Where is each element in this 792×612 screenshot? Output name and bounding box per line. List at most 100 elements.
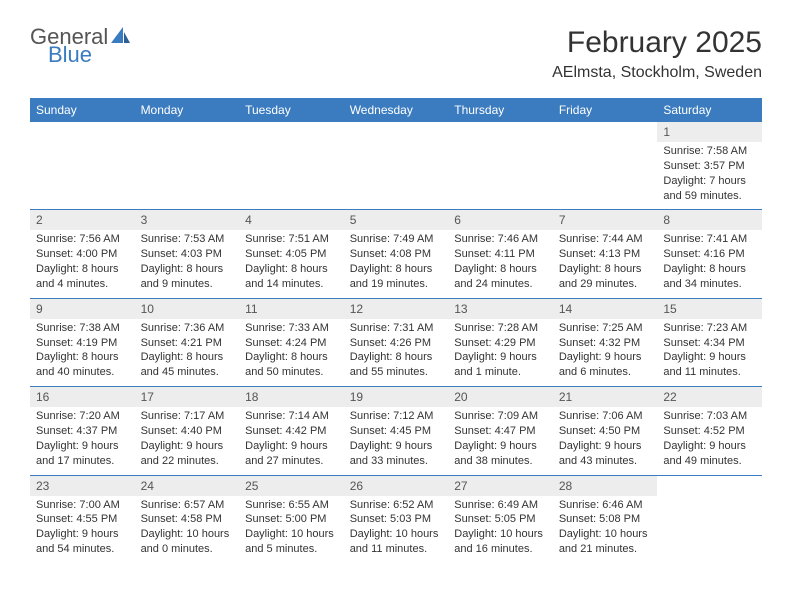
weekday-monday: Monday bbox=[135, 98, 240, 122]
sunset-text: Sunset: 5:00 PM bbox=[245, 512, 338, 527]
sunset-text: Sunset: 4:32 PM bbox=[559, 336, 652, 351]
sunset-text: Sunset: 4:47 PM bbox=[454, 424, 547, 439]
calendar-cell: 10Sunrise: 7:36 AMSunset: 4:21 PMDayligh… bbox=[135, 298, 240, 386]
daylight-line2: and 38 minutes. bbox=[454, 454, 547, 469]
sunset-text: Sunset: 4:16 PM bbox=[663, 247, 756, 262]
sunrise-text: Sunrise: 7:03 AM bbox=[663, 409, 756, 424]
daylight-line1: Daylight: 9 hours bbox=[245, 439, 338, 454]
sunrise-text: Sunrise: 6:46 AM bbox=[559, 498, 652, 513]
calendar-table: Sunday Monday Tuesday Wednesday Thursday… bbox=[30, 98, 762, 563]
day-details: Sunrise: 7:00 AMSunset: 4:55 PMDaylight:… bbox=[30, 496, 135, 557]
day-details: Sunrise: 7:33 AMSunset: 4:24 PMDaylight:… bbox=[239, 319, 344, 380]
sunrise-text: Sunrise: 7:56 AM bbox=[36, 232, 129, 247]
daylight-line1: Daylight: 9 hours bbox=[559, 439, 652, 454]
sunset-text: Sunset: 5:08 PM bbox=[559, 512, 652, 527]
daylight-line1: Daylight: 8 hours bbox=[559, 262, 652, 277]
daylight-line1: Daylight: 10 hours bbox=[454, 527, 547, 542]
sunset-text: Sunset: 4:08 PM bbox=[350, 247, 443, 262]
calendar-cell: 19Sunrise: 7:12 AMSunset: 4:45 PMDayligh… bbox=[344, 387, 449, 475]
day-number: 17 bbox=[135, 387, 240, 407]
daylight-line1: Daylight: 7 hours bbox=[663, 174, 756, 189]
day-details: Sunrise: 7:14 AMSunset: 4:42 PMDaylight:… bbox=[239, 407, 344, 468]
daylight-line2: and 9 minutes. bbox=[141, 277, 234, 292]
sunrise-text: Sunrise: 7:36 AM bbox=[141, 321, 234, 336]
sunset-text: Sunset: 4:37 PM bbox=[36, 424, 129, 439]
day-details: Sunrise: 7:17 AMSunset: 4:40 PMDaylight:… bbox=[135, 407, 240, 468]
day-number: 11 bbox=[239, 299, 344, 319]
weekday-thursday: Thursday bbox=[448, 98, 553, 122]
calendar-cell: 1 Sunrise: 7:58 AMSunset: 3:57 PMDaylight… bbox=[657, 122, 762, 210]
sunrise-text: Sunrise: 7:17 AM bbox=[141, 409, 234, 424]
day-details: Sunrise: 7:28 AMSunset: 4:29 PMDaylight:… bbox=[448, 319, 553, 380]
daylight-line1: Daylight: 8 hours bbox=[36, 350, 129, 365]
daylight-line2: and 45 minutes. bbox=[141, 365, 234, 380]
daylight-line2: and 43 minutes. bbox=[559, 454, 652, 469]
daylight-line2: and 21 minutes. bbox=[559, 542, 652, 557]
daylight-line1: Daylight: 8 hours bbox=[663, 262, 756, 277]
daylight-line2: and 50 minutes. bbox=[245, 365, 338, 380]
calendar-cell: 14Sunrise: 7:25 AMSunset: 4:32 PMDayligh… bbox=[553, 298, 658, 386]
day-number: 9 bbox=[30, 299, 135, 319]
daylight-line2: and 54 minutes. bbox=[36, 542, 129, 557]
sunset-text: Sunset: 4:00 PM bbox=[36, 247, 129, 262]
day-number: 24 bbox=[135, 476, 240, 496]
calendar-cell: 6Sunrise: 7:46 AMSunset: 4:11 PMDaylight… bbox=[448, 210, 553, 298]
sunrise-text: Sunrise: 7:53 AM bbox=[141, 232, 234, 247]
sunset-text: Sunset: 4:34 PM bbox=[663, 336, 756, 351]
calendar-cell: 20Sunrise: 7:09 AMSunset: 4:47 PMDayligh… bbox=[448, 387, 553, 475]
sunrise-text: Sunrise: 7:25 AM bbox=[559, 321, 652, 336]
day-number: 21 bbox=[553, 387, 658, 407]
sunrise-text: Sunrise: 7:28 AM bbox=[454, 321, 547, 336]
day-details: Sunrise: 7:09 AMSunset: 4:47 PMDaylight:… bbox=[448, 407, 553, 468]
day-number: 1 bbox=[657, 122, 762, 142]
sunrise-text: Sunrise: 7:58 AM bbox=[663, 144, 756, 159]
calendar-cell: 13Sunrise: 7:28 AMSunset: 4:29 PMDayligh… bbox=[448, 298, 553, 386]
sunrise-text: Sunrise: 7:41 AM bbox=[663, 232, 756, 247]
calendar-cell: 24Sunrise: 6:57 AMSunset: 4:58 PMDayligh… bbox=[135, 475, 240, 563]
daylight-line1: Daylight: 10 hours bbox=[350, 527, 443, 542]
calendar-cell: 9Sunrise: 7:38 AMSunset: 4:19 PMDaylight… bbox=[30, 298, 135, 386]
calendar-cell bbox=[239, 122, 344, 210]
sunrise-text: Sunrise: 7:09 AM bbox=[454, 409, 547, 424]
day-details: Sunrise: 6:46 AMSunset: 5:08 PMDaylight:… bbox=[553, 496, 658, 557]
day-number: 23 bbox=[30, 476, 135, 496]
calendar-cell: 3Sunrise: 7:53 AMSunset: 4:03 PMDaylight… bbox=[135, 210, 240, 298]
daylight-line1: Daylight: 9 hours bbox=[663, 439, 756, 454]
sunrise-text: Sunrise: 7:33 AM bbox=[245, 321, 338, 336]
calendar-week: 23Sunrise: 7:00 AMSunset: 4:55 PMDayligh… bbox=[30, 475, 762, 563]
day-details: Sunrise: 7:51 AMSunset: 4:05 PMDaylight:… bbox=[239, 230, 344, 291]
weekday-tuesday: Tuesday bbox=[239, 98, 344, 122]
daylight-line1: Daylight: 9 hours bbox=[36, 439, 129, 454]
day-number: 16 bbox=[30, 387, 135, 407]
sunset-text: Sunset: 3:57 PM bbox=[663, 159, 756, 174]
day-number: 7 bbox=[553, 210, 658, 230]
daylight-line1: Daylight: 8 hours bbox=[141, 262, 234, 277]
day-number: 3 bbox=[135, 210, 240, 230]
logo-word-blue: Blue bbox=[30, 44, 132, 66]
calendar-cell bbox=[135, 122, 240, 210]
day-number: 28 bbox=[553, 476, 658, 496]
day-details: Sunrise: 7:38 AMSunset: 4:19 PMDaylight:… bbox=[30, 319, 135, 380]
sunset-text: Sunset: 4:58 PM bbox=[141, 512, 234, 527]
calendar-cell: 23Sunrise: 7:00 AMSunset: 4:55 PMDayligh… bbox=[30, 475, 135, 563]
calendar-cell: 15Sunrise: 7:23 AMSunset: 4:34 PMDayligh… bbox=[657, 298, 762, 386]
day-details: Sunrise: 7:20 AMSunset: 4:37 PMDaylight:… bbox=[30, 407, 135, 468]
daylight-line1: Daylight: 8 hours bbox=[245, 262, 338, 277]
sunset-text: Sunset: 4:42 PM bbox=[245, 424, 338, 439]
day-number: 5 bbox=[344, 210, 449, 230]
day-number: 13 bbox=[448, 299, 553, 319]
daylight-line2: and 17 minutes. bbox=[36, 454, 129, 469]
month-title: February 2025 bbox=[552, 26, 762, 60]
calendar-cell: 11Sunrise: 7:33 AMSunset: 4:24 PMDayligh… bbox=[239, 298, 344, 386]
calendar-cell: 16Sunrise: 7:20 AMSunset: 4:37 PMDayligh… bbox=[30, 387, 135, 475]
calendar-cell: 25Sunrise: 6:55 AMSunset: 5:00 PMDayligh… bbox=[239, 475, 344, 563]
sunrise-text: Sunrise: 7:00 AM bbox=[36, 498, 129, 513]
sunrise-text: Sunrise: 7:46 AM bbox=[454, 232, 547, 247]
day-number: 10 bbox=[135, 299, 240, 319]
sunrise-text: Sunrise: 6:55 AM bbox=[245, 498, 338, 513]
daylight-line1: Daylight: 10 hours bbox=[141, 527, 234, 542]
daylight-line1: Daylight: 10 hours bbox=[245, 527, 338, 542]
daylight-line1: Daylight: 9 hours bbox=[141, 439, 234, 454]
day-details: Sunrise: 7:53 AMSunset: 4:03 PMDaylight:… bbox=[135, 230, 240, 291]
daylight-line1: Daylight: 10 hours bbox=[559, 527, 652, 542]
